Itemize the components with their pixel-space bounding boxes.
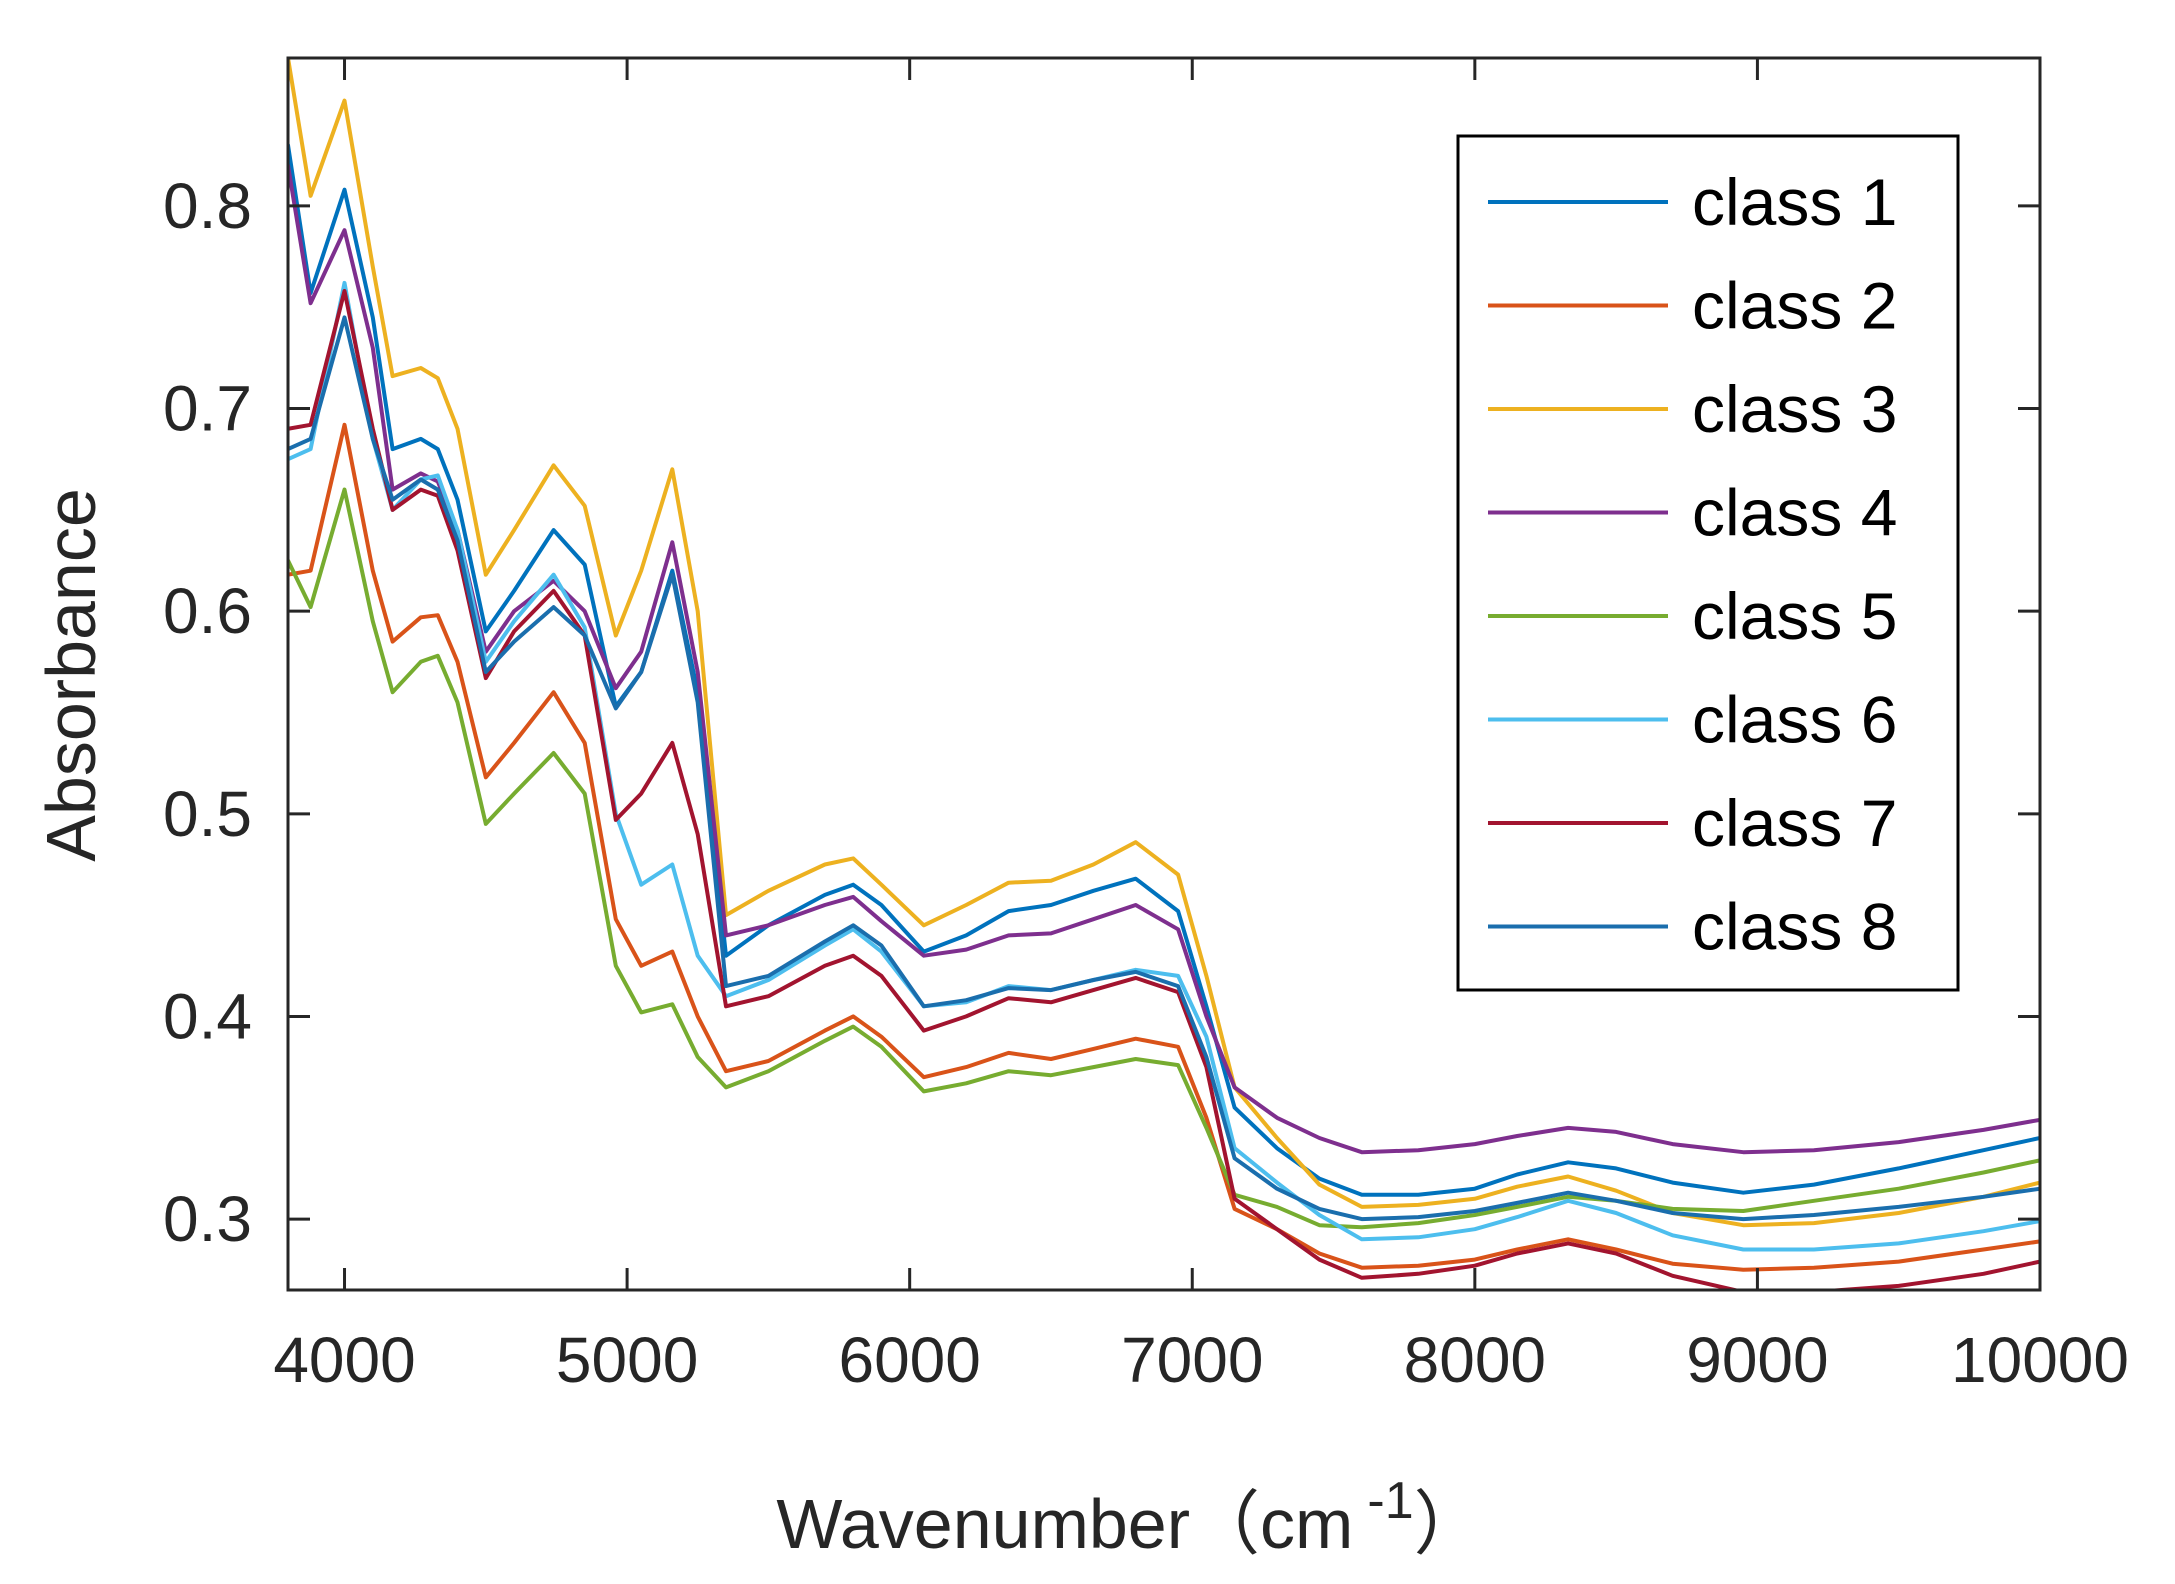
legend-label: class 1 xyxy=(1692,165,1897,239)
legend-label: class 7 xyxy=(1692,786,1897,860)
x-tick-label: 10000 xyxy=(1951,1324,2129,1396)
x-tick-label: 4000 xyxy=(273,1324,415,1396)
y-tick-label: 0.5 xyxy=(163,778,252,850)
y-tick-label: 0.6 xyxy=(163,575,252,647)
x-tick-label: 6000 xyxy=(838,1324,980,1396)
x-tick-label: 5000 xyxy=(556,1324,698,1396)
y-axis-title: Absorbance xyxy=(32,488,110,862)
series-layer xyxy=(288,58,2040,1290)
legend: class 1 class 2 class 3 class 4 class 5 class… xyxy=(1456,134,1960,992)
x-axis-title-superscript: -1 xyxy=(1367,1472,1413,1530)
y-tick-label: 0.8 xyxy=(163,170,252,242)
legend-label: class 5 xyxy=(1692,579,1897,653)
x-tick-label: 9000 xyxy=(1686,1324,1828,1396)
ticks-layer: 4000 5000 6000 7000 8000 9000 10000 0.3 0.4 0.5 0.… xyxy=(163,58,2129,1396)
legend-box xyxy=(1456,134,1960,992)
legend-label: class 3 xyxy=(1692,372,1897,446)
series-line-class-8 xyxy=(288,315,2040,1222)
legend-label: class 8 xyxy=(1692,890,1897,964)
legend-label: class 2 xyxy=(1692,269,1897,343)
legend-label: class 6 xyxy=(1692,683,1897,757)
y-tick-label: 0.4 xyxy=(163,980,252,1052)
x-axis-title: Wavenumber（cm -1） xyxy=(776,1472,1483,1563)
y-tick-label: 0.7 xyxy=(163,373,252,445)
series-line-class-3 xyxy=(288,58,2040,1228)
series-line-class-2 xyxy=(288,422,2040,1272)
x-tick-label: 7000 xyxy=(1121,1324,1263,1396)
y-tick-label: 0.3 xyxy=(163,1183,252,1255)
series-line-class-1 xyxy=(288,143,2040,1197)
plot-frame xyxy=(286,56,2042,1292)
legend-label: class 4 xyxy=(1692,476,1897,550)
series-line-class-5 xyxy=(288,487,2040,1230)
x-tick-label: 8000 xyxy=(1404,1324,1546,1396)
